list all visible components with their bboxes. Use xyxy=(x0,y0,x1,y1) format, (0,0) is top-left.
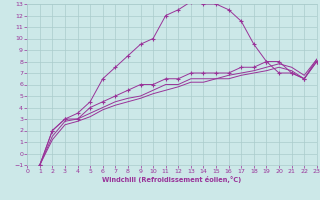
X-axis label: Windchill (Refroidissement éolien,°C): Windchill (Refroidissement éolien,°C) xyxy=(102,176,242,183)
